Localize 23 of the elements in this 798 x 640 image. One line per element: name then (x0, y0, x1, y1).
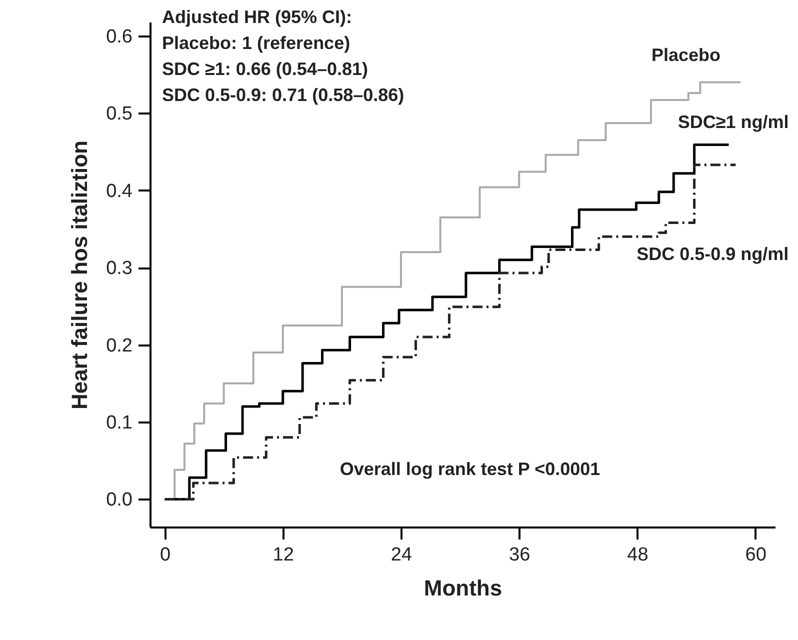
y-tick-label: 0.3 (106, 258, 132, 280)
y-tick-label: 0.2 (106, 335, 132, 356)
y-tick-label: 0.1 (106, 412, 132, 434)
annotation: Placebo: 1 (reference) (162, 33, 350, 53)
y-tick-label: 0.4 (106, 180, 133, 202)
series-label: Placebo (652, 45, 721, 66)
x-tick-label: 0 (160, 544, 171, 566)
x-axis-title: Months (424, 576, 502, 600)
series-label: SDC≥1 ng/ml (678, 112, 789, 132)
x-tick-label: 24 (390, 544, 412, 566)
y-tick-label: 0.5 (106, 104, 132, 125)
y-axis-title: Heart failure hos italiztion (67, 140, 92, 410)
x-tick-label: 12 (272, 544, 294, 566)
y-tick-label: 0.0 (106, 490, 132, 511)
series-label: SDC 0.5-0.9 ng/ml (636, 244, 789, 264)
annotation: Overall log rank test P <0.0001 (340, 459, 600, 479)
annotation: Adjusted HR (95% CI): (162, 7, 352, 27)
y-tick-label: 0.6 (106, 26, 132, 48)
x-tick-label: 60 (745, 544, 766, 566)
annotation: SDC 0.5-0.9: 0.71 (0.58–0.86) (162, 85, 404, 105)
annotation: SDC ≥1: 0.66 (0.54–0.81) (162, 59, 368, 79)
x-tick-label: 48 (627, 544, 648, 566)
x-tick-label: 36 (509, 544, 530, 566)
